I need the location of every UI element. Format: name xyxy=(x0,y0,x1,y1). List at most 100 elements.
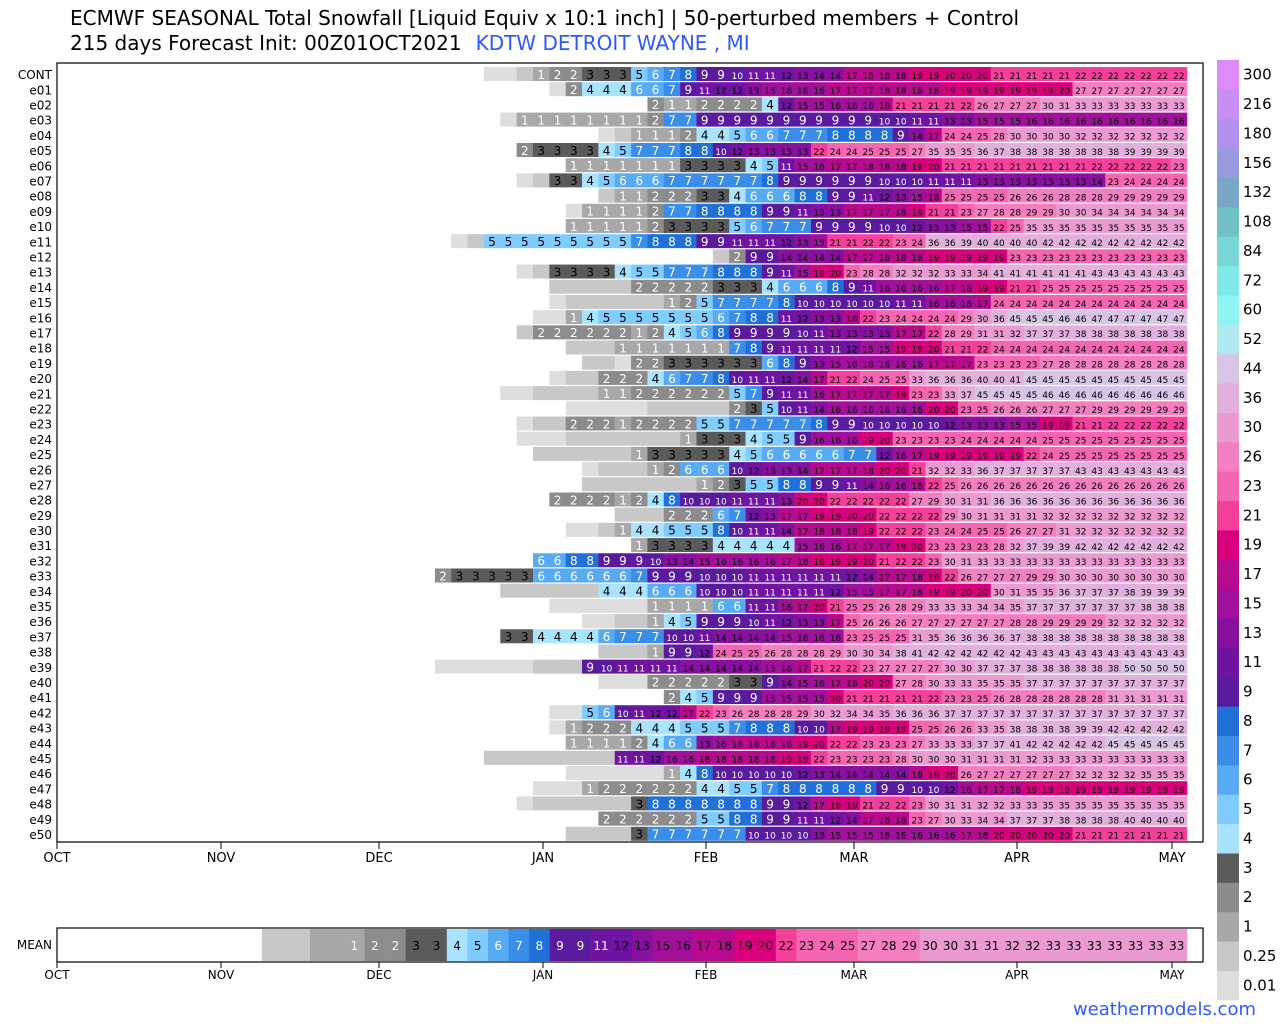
cell-value: 19 xyxy=(846,801,858,811)
cell-value: 2 xyxy=(635,736,643,750)
cell-value: 13 xyxy=(764,513,775,523)
member-cell xyxy=(1154,173,1171,188)
member-cell xyxy=(909,431,926,446)
cell-value: 2 xyxy=(668,463,676,477)
cell-value: 2 xyxy=(537,326,545,340)
member-cell xyxy=(1137,370,1155,385)
cell-value: 13 xyxy=(813,832,824,842)
member-cell xyxy=(827,173,844,188)
cell-value: 20 xyxy=(879,680,891,690)
cell-value: 15 xyxy=(813,695,824,705)
member-cell xyxy=(843,112,861,127)
cell-value: 19 xyxy=(977,452,989,462)
member-cell xyxy=(696,310,714,325)
member-cell xyxy=(761,234,779,249)
member-cell xyxy=(860,462,877,477)
cell-value: 4 xyxy=(635,524,643,538)
member-cell xyxy=(565,82,583,97)
cell-value: 12 xyxy=(781,376,792,386)
cell-value: 33 xyxy=(961,467,972,477)
mean-value: 31 xyxy=(984,939,999,953)
cell-value: 18 xyxy=(830,528,842,538)
cell-value: 45 xyxy=(1108,740,1119,750)
member-cell xyxy=(549,720,566,735)
cell-value: 37 xyxy=(1059,710,1070,720)
cell-value: 43 xyxy=(1108,467,1119,477)
member-cell xyxy=(565,446,583,461)
cell-value: 25 xyxy=(1140,437,1151,447)
cell-value: 30 xyxy=(1026,133,1038,143)
member-cell xyxy=(1072,67,1090,81)
member-cell xyxy=(1056,340,1073,355)
cell-value: 11 xyxy=(666,665,677,675)
cell-value: 9 xyxy=(815,174,823,188)
member-cell xyxy=(1154,431,1171,446)
member-cell xyxy=(1154,142,1171,157)
member-cell xyxy=(647,446,665,461)
member-cell xyxy=(582,477,599,492)
cell-value: 23 xyxy=(1173,163,1184,173)
cell-value: 26 xyxy=(732,710,744,720)
cell-value: 5 xyxy=(701,691,709,705)
member-cell xyxy=(958,294,975,309)
cell-value: 30 xyxy=(1140,573,1152,583)
cell-value: 4 xyxy=(766,281,774,295)
member-cell xyxy=(941,158,959,173)
member-cell xyxy=(663,294,681,309)
member-cell xyxy=(843,462,861,477)
cell-value: 12 xyxy=(781,619,792,629)
cell-value: 10 xyxy=(879,421,891,431)
cell-value: 15 xyxy=(862,832,873,842)
cell-value: 36 xyxy=(1157,497,1169,507)
x-tick-label: MAY xyxy=(1158,851,1185,866)
member-cell xyxy=(1105,218,1122,233)
cell-value: 9 xyxy=(848,281,856,295)
cell-value: 1 xyxy=(586,159,594,173)
member-cell xyxy=(1105,188,1122,203)
cell-value: 28 xyxy=(748,710,760,720)
cell-value: 24 xyxy=(1108,345,1120,355)
mean-value: 16 xyxy=(676,939,691,953)
cell-value: 31 xyxy=(1010,756,1021,766)
cell-value: 42 xyxy=(1140,239,1151,249)
cell-value: 3 xyxy=(701,220,709,234)
member-cell xyxy=(647,370,665,385)
cell-value: 13 xyxy=(797,619,808,629)
member-cell xyxy=(729,112,746,127)
cell-value: 22 xyxy=(911,513,922,523)
member-cell xyxy=(990,203,1008,218)
member-cell xyxy=(810,294,828,309)
member-cell xyxy=(827,431,844,446)
mean-x-tick-label: DEC xyxy=(366,968,391,982)
cell-value: 2 xyxy=(668,189,676,203)
cell-value: 25 xyxy=(1075,452,1086,462)
cell-value: 5 xyxy=(701,311,709,325)
cell-value: 41 xyxy=(1059,269,1070,279)
cell-value: 7 xyxy=(848,448,856,462)
member-cell xyxy=(1121,446,1139,461)
cell-value: 19 xyxy=(830,558,842,568)
member-label: e26 xyxy=(29,463,52,477)
member-cell xyxy=(810,446,828,461)
cell-value: 3 xyxy=(668,357,676,371)
cell-value: 2 xyxy=(635,372,643,386)
member-cell xyxy=(958,386,975,401)
cell-value: 16 xyxy=(911,361,923,371)
cell-value: 10 xyxy=(928,786,940,796)
member-cell xyxy=(614,477,632,492)
member-cell xyxy=(941,203,959,218)
member-cell xyxy=(582,234,599,249)
member-cell xyxy=(843,279,861,294)
member-cell xyxy=(680,158,697,173)
member-cell xyxy=(598,188,616,203)
cell-value: 30 xyxy=(1173,573,1185,583)
cell-value: 30 xyxy=(1059,209,1071,219)
member-cell xyxy=(565,583,583,598)
cell-value: 42 xyxy=(1173,725,1184,735)
cell-value: 22 xyxy=(1140,421,1151,431)
member-cell xyxy=(663,127,681,142)
member-label: e06 xyxy=(29,159,52,173)
cell-value: 7 xyxy=(635,569,643,583)
cell-value: 25 xyxy=(944,482,955,492)
